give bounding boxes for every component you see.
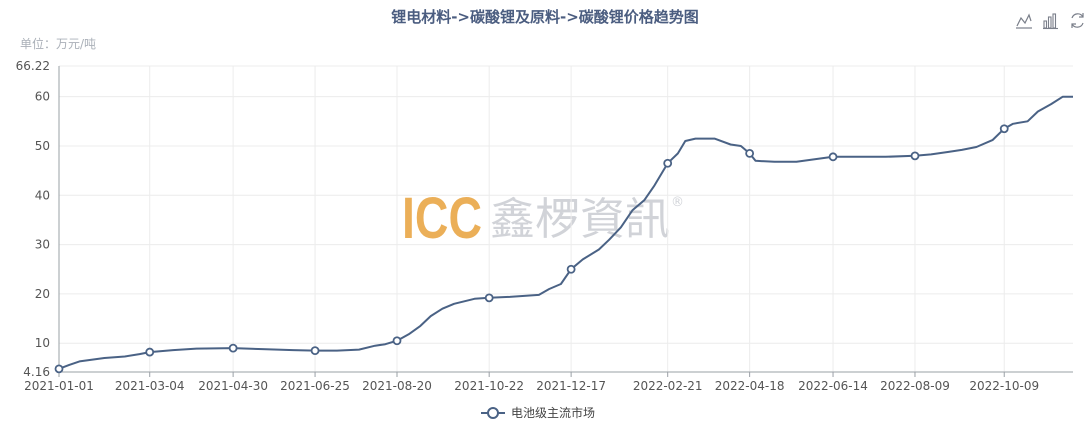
data-point[interactable] <box>999 124 1009 134</box>
series-line <box>58 95 1073 370</box>
chart-title: 锂电材料->碳酸锂及原料->碳酸锂价格趋势图 <box>391 8 699 26</box>
y-tick-label: 60 <box>35 90 50 104</box>
data-point[interactable] <box>228 343 238 353</box>
data-point[interactable] <box>566 264 576 274</box>
x-tick-label: 2021-12-17 <box>536 379 606 393</box>
data-point[interactable] <box>145 347 155 357</box>
x-tick-label: 2021-03-04 <box>115 379 185 393</box>
x-tick-label: 2022-06-14 <box>798 379 868 393</box>
legend-marker-icon <box>487 407 499 419</box>
y-tick-label: 10 <box>35 336 50 350</box>
x-tick-label: 2021-10-22 <box>454 379 524 393</box>
x-tick-label: 2022-10-09 <box>969 379 1039 393</box>
bar-chart-icon[interactable] <box>1043 13 1058 30</box>
y-tick-label: 50 <box>35 139 50 153</box>
watermark-chinese: 鑫椤資訊 <box>490 194 670 245</box>
data-point[interactable] <box>663 158 673 168</box>
y-tick-label: 40 <box>35 188 50 202</box>
x-tick-label: 2021-08-20 <box>362 379 432 393</box>
data-point[interactable] <box>392 336 402 346</box>
legend-label: 电池级主流市场 <box>511 405 595 420</box>
y-tick-label: 4.16 <box>23 365 50 379</box>
watermark-registered: ® <box>671 195 684 210</box>
data-point[interactable] <box>910 151 920 161</box>
watermark-brand: ICC <box>402 186 482 251</box>
unit-label: 单位：万元/吨 <box>20 36 96 51</box>
y-tick-label: 66.22 <box>16 59 50 73</box>
y-tick-label: 30 <box>35 238 50 252</box>
restore-icon[interactable] <box>1071 13 1084 28</box>
data-point[interactable] <box>310 346 320 356</box>
y-tick-label: 20 <box>35 287 50 301</box>
x-tick-label: 2022-02-21 <box>633 379 703 393</box>
data-point[interactable] <box>54 364 64 374</box>
x-tick-label: 2021-06-25 <box>280 379 350 393</box>
series-layer <box>54 95 1073 374</box>
watermark: ICC 鑫椤資訊 ® <box>402 186 684 251</box>
data-point[interactable] <box>484 293 494 303</box>
x-tick-label: 2022-04-18 <box>715 379 785 393</box>
x-tick-label: 2022-08-09 <box>880 379 950 393</box>
x-tick-label: 2021-04-30 <box>198 379 268 393</box>
data-point[interactable] <box>745 148 755 158</box>
line-chart-icon[interactable] <box>1016 13 1032 29</box>
toolbox <box>1016 13 1084 30</box>
data-point[interactable] <box>828 152 838 162</box>
x-tick-label: 2021-01-01 <box>24 379 94 393</box>
legend[interactable]: 电池级主流市场 <box>481 405 595 420</box>
